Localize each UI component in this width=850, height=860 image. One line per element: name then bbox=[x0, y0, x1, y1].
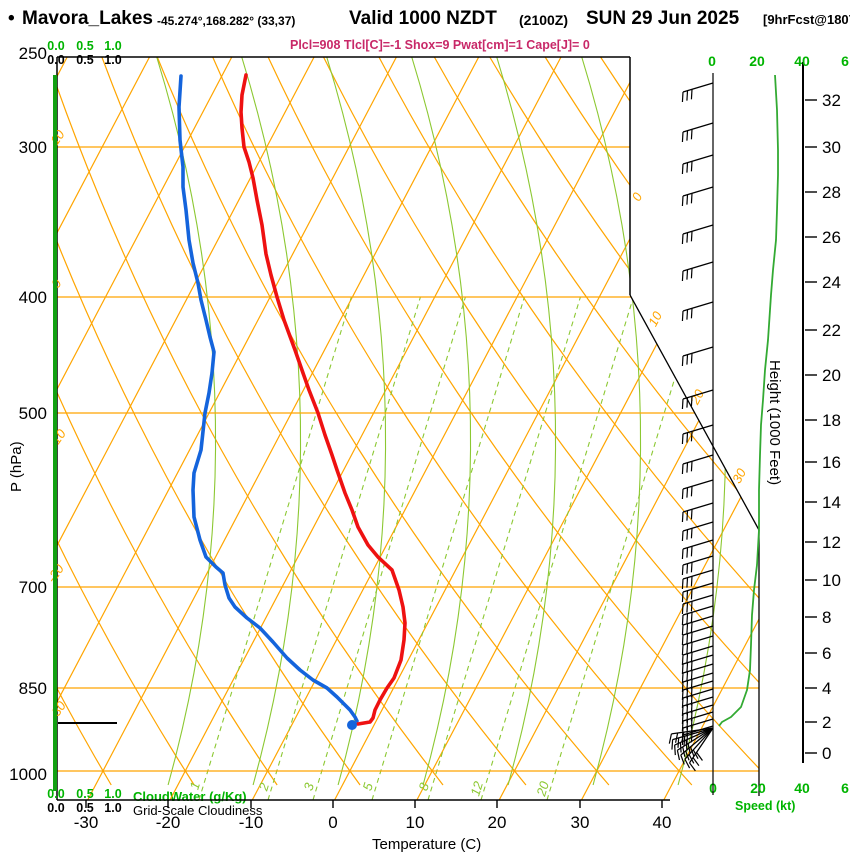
pressure-tick-label: 250 bbox=[19, 44, 47, 63]
height-tick-label: 22 bbox=[822, 321, 841, 340]
pressure-tick-label: 500 bbox=[19, 404, 47, 423]
pressure-tick-label: 400 bbox=[19, 288, 47, 307]
skewt-grid bbox=[57, 57, 759, 800]
cloud-scale-label: 0.0 bbox=[47, 53, 64, 67]
cloud-scale-label: 0.0 bbox=[47, 801, 64, 815]
temperature-ticks: -30 -20 -10 0 10 20 30 40 bbox=[74, 800, 672, 832]
valid-time: Valid 1000 NZDT bbox=[349, 8, 497, 29]
temperature-axis-title: Temperature (C) bbox=[372, 836, 482, 853]
speed-axis-title: Speed (kt) bbox=[735, 799, 796, 813]
cloud-scale-label: 0.0 bbox=[47, 39, 64, 53]
wind-barbs bbox=[668, 73, 714, 795]
speed-tick-label: 40 bbox=[794, 780, 810, 796]
grid-line-label: 3 bbox=[300, 780, 317, 792]
height-tick-label: 8 bbox=[822, 608, 831, 627]
temp-tick-label: 40 bbox=[653, 813, 672, 832]
speed-tick-label: 20 bbox=[749, 53, 765, 69]
temp-tick-label: -30 bbox=[74, 813, 99, 832]
pressure-tick-label: 850 bbox=[19, 679, 47, 698]
station-bullet: • bbox=[8, 8, 15, 29]
cloud-scale-label: 1.0 bbox=[104, 787, 121, 801]
height-tick-label: 32 bbox=[822, 91, 841, 110]
valid-time-z: (2100Z) bbox=[519, 12, 569, 28]
temp-tick-label: 20 bbox=[488, 813, 507, 832]
height-tick-label: 24 bbox=[822, 273, 841, 292]
cloudiness-axis-title: Grid-Scale Cloudiness bbox=[133, 803, 263, 818]
cloud-scale-label: 0.5 bbox=[76, 787, 93, 801]
grid-line-label: 10 bbox=[645, 308, 665, 328]
speed-tick-label: 0 bbox=[708, 53, 716, 69]
temp-tick-label: 30 bbox=[571, 813, 590, 832]
temp-tick-label: 0 bbox=[328, 813, 337, 832]
sounding-parameters: Plcl=908 Tlcl[C]=-1 Shox=9 Pwat[cm]=1 Ca… bbox=[290, 38, 590, 52]
grid-line-label: 1 bbox=[186, 780, 202, 791]
cloud-scale-label: 0.0 bbox=[47, 787, 64, 801]
height-tick-label: 2 bbox=[822, 713, 831, 732]
grid-line-label: 0 bbox=[629, 189, 646, 203]
grid-line-label: -10 bbox=[46, 426, 70, 451]
height-tick-label: 18 bbox=[822, 411, 841, 430]
grid-line-label: 5 bbox=[359, 780, 376, 792]
height-tick-label: 12 bbox=[822, 533, 841, 552]
pressure-tick-label: 700 bbox=[19, 578, 47, 597]
cloud-scale-label: 0.5 bbox=[76, 801, 93, 815]
surface-dewpoint-marker bbox=[347, 720, 357, 730]
cloud-scale-label: 1.0 bbox=[104, 53, 121, 67]
temp-tick-label: -20 bbox=[156, 813, 181, 832]
height-tick-label: 10 bbox=[822, 571, 841, 590]
cloud-scale-label: 0.5 bbox=[76, 53, 93, 67]
grid-line-label: 10 bbox=[47, 127, 68, 148]
temp-tick-label: 10 bbox=[406, 813, 425, 832]
speed-tick-label: 40 bbox=[794, 53, 810, 69]
cloud-scale-label: 1.0 bbox=[104, 801, 121, 815]
wind-speed-curve bbox=[718, 74, 779, 727]
height-tick-label: 30 bbox=[822, 138, 841, 157]
station-coords: -45.274°,168.282° (33,37) bbox=[157, 14, 296, 28]
height-tick-label: 4 bbox=[822, 679, 831, 698]
temperature-curve bbox=[239, 73, 407, 726]
cloud-scale-label: 1.0 bbox=[104, 39, 121, 53]
height-tick-label: 14 bbox=[822, 493, 841, 512]
grid-line-label: 20 bbox=[533, 779, 552, 799]
speed-tick-label: 6 bbox=[841, 780, 849, 796]
valid-date: SUN 29 Jun 2025 bbox=[586, 8, 740, 29]
forecast-tag: [9hrFcst@1807z] bbox=[763, 12, 850, 27]
height-tick-label: 28 bbox=[822, 183, 841, 202]
grid-line-label: -30 bbox=[46, 698, 70, 723]
speed-tick-label: 20 bbox=[750, 780, 766, 796]
height-tick-label: 6 bbox=[822, 644, 831, 663]
grid-line-label: 12 bbox=[467, 779, 486, 798]
pressure-tick-label: 300 bbox=[19, 138, 47, 157]
dewpoint-curve bbox=[177, 74, 359, 723]
height-tick-label: 16 bbox=[822, 453, 841, 472]
height-tick-label: 26 bbox=[822, 228, 841, 247]
cloud-scale-label: 0.5 bbox=[76, 39, 93, 53]
grid-line-label: 30 bbox=[729, 465, 749, 485]
speed-tick-label: 6 bbox=[841, 53, 849, 69]
pressure-tick-label: 1000 bbox=[9, 765, 47, 784]
height-tick-label: 0 bbox=[822, 744, 831, 763]
temp-tick-label: -10 bbox=[239, 813, 264, 832]
station-name: Mavora_Lakes bbox=[22, 8, 153, 29]
grid-line-label: 2 bbox=[255, 780, 272, 793]
height-tick-label: 20 bbox=[822, 366, 841, 385]
